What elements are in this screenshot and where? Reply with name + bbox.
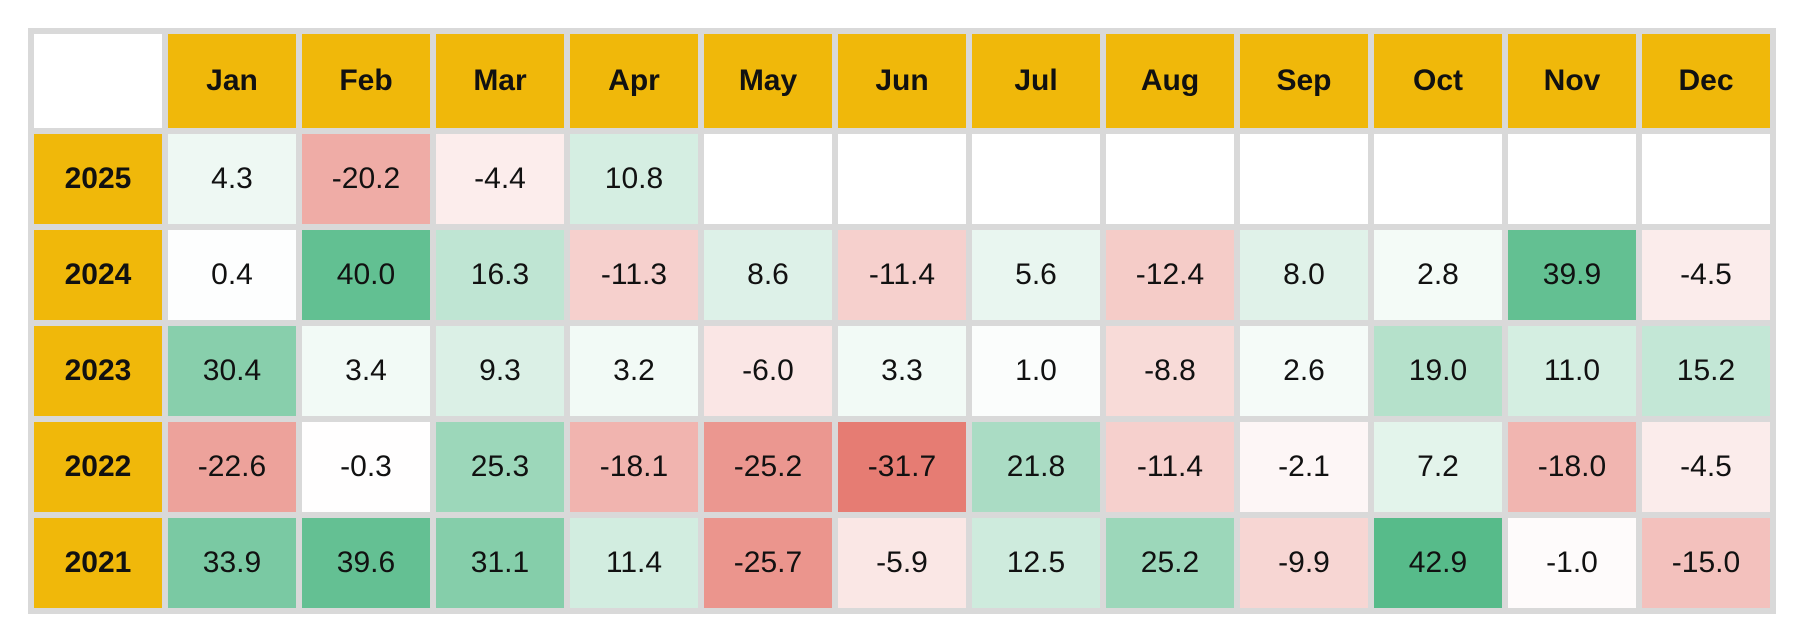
month-header-feb: Feb bbox=[299, 31, 433, 131]
heatmap-cell-2021-sep: -9.9 bbox=[1237, 515, 1371, 611]
heatmap-cell-2023-feb: 3.4 bbox=[299, 323, 433, 419]
year-label-2023: 2023 bbox=[31, 323, 165, 419]
heatmap-cell-2022-sep: -2.1 bbox=[1237, 419, 1371, 515]
heatmap-cell-2024-oct: 2.8 bbox=[1371, 227, 1505, 323]
year-label-2024: 2024 bbox=[31, 227, 165, 323]
heatmap-cell-2025-apr: 10.8 bbox=[567, 131, 701, 227]
month-header-row: Jan Feb Mar Apr May Jun Jul Aug Sep Oct Nov Dec bbox=[31, 31, 1773, 131]
month-header-jun: Jun bbox=[835, 31, 969, 131]
year-row-2023: 2023 30.4 3.4 9.3 3.2 -6.0 3.3 1.0 -8.8 2.6 19.0 11… bbox=[31, 323, 1773, 419]
month-header-jan: Jan bbox=[165, 31, 299, 131]
heatmap-body: 2025 4.3 -20.2 -4.4 10.8 2024 0.4 40.0 16.3 -11.3… bbox=[31, 131, 1773, 611]
heatmap-cell-2021-jun: -5.9 bbox=[835, 515, 969, 611]
heatmap-cell-2022-dec: -4.5 bbox=[1639, 419, 1773, 515]
month-header-nov: Nov bbox=[1505, 31, 1639, 131]
heatmap-cell-2024-aug: -12.4 bbox=[1103, 227, 1237, 323]
heatmap-cell-2024-jun: -11.4 bbox=[835, 227, 969, 323]
month-header-aug: Aug bbox=[1103, 31, 1237, 131]
heatmap-cell-2025-may bbox=[701, 131, 835, 227]
heatmap-cell-2021-apr: 11.4 bbox=[567, 515, 701, 611]
heatmap-cell-2023-jan: 30.4 bbox=[165, 323, 299, 419]
year-row-2025: 2025 4.3 -20.2 -4.4 10.8 bbox=[31, 131, 1773, 227]
heatmap-cell-2024-jan: 0.4 bbox=[165, 227, 299, 323]
heatmap-cell-2022-nov: -18.0 bbox=[1505, 419, 1639, 515]
year-row-2022: 2022 -22.6 -0.3 25.3 -18.1 -25.2 -31.7 21.8 -11.… bbox=[31, 419, 1773, 515]
heatmap-cell-2021-oct: 42.9 bbox=[1371, 515, 1505, 611]
heatmap-cell-2024-apr: -11.3 bbox=[567, 227, 701, 323]
heatmap-cell-2024-jul: 5.6 bbox=[969, 227, 1103, 323]
year-row-2021: 2021 33.9 39.6 31.1 11.4 -25.7 -5.9 12.5 25.2 -9.… bbox=[31, 515, 1773, 611]
heatmap-cell-2022-apr: -18.1 bbox=[567, 419, 701, 515]
heatmap-cell-2021-mar: 31.1 bbox=[433, 515, 567, 611]
heatmap-cell-2023-jul: 1.0 bbox=[969, 323, 1103, 419]
heatmap-cell-2023-apr: 3.2 bbox=[567, 323, 701, 419]
heatmap-cell-2025-oct bbox=[1371, 131, 1505, 227]
heatmap-cell-2022-jun: -31.7 bbox=[835, 419, 969, 515]
heatmap-cell-2022-aug: -11.4 bbox=[1103, 419, 1237, 515]
month-header-oct: Oct bbox=[1371, 31, 1505, 131]
heatmap-cell-2023-oct: 19.0 bbox=[1371, 323, 1505, 419]
heatmap-cell-2021-jan: 33.9 bbox=[165, 515, 299, 611]
year-row-2024: 2024 0.4 40.0 16.3 -11.3 8.6 -11.4 5.6 -12.4 8.0 2… bbox=[31, 227, 1773, 323]
month-header-apr: Apr bbox=[567, 31, 701, 131]
corner-cell bbox=[31, 31, 165, 131]
year-label-2021: 2021 bbox=[31, 515, 165, 611]
heatmap-cell-2023-sep: 2.6 bbox=[1237, 323, 1371, 419]
heatmap-cell-2023-dec: 15.2 bbox=[1639, 323, 1773, 419]
heatmap-cell-2021-dec: -15.0 bbox=[1639, 515, 1773, 611]
month-header-sep: Sep bbox=[1237, 31, 1371, 131]
heatmap-cell-2025-jun bbox=[835, 131, 969, 227]
heatmap-cell-2021-aug: 25.2 bbox=[1103, 515, 1237, 611]
heatmap-cell-2025-feb: -20.2 bbox=[299, 131, 433, 227]
heatmap-cell-2023-nov: 11.0 bbox=[1505, 323, 1639, 419]
heatmap-cell-2024-may: 8.6 bbox=[701, 227, 835, 323]
monthly-returns-heatmap: Jan Feb Mar Apr May Jun Jul Aug Sep Oct Nov Dec 202… bbox=[28, 28, 1776, 614]
heatmap-cell-2024-feb: 40.0 bbox=[299, 227, 433, 323]
heatmap-cell-2024-nov: 39.9 bbox=[1505, 227, 1639, 323]
heatmap-cell-2022-jul: 21.8 bbox=[969, 419, 1103, 515]
heatmap-cell-2024-mar: 16.3 bbox=[433, 227, 567, 323]
heatmap-cell-2024-sep: 8.0 bbox=[1237, 227, 1371, 323]
heatmap-cell-2021-jul: 12.5 bbox=[969, 515, 1103, 611]
year-label-2022: 2022 bbox=[31, 419, 165, 515]
heatmap-cell-2025-sep bbox=[1237, 131, 1371, 227]
month-header-may: May bbox=[701, 31, 835, 131]
heatmap-cell-2025-jan: 4.3 bbox=[165, 131, 299, 227]
heatmap-cell-2025-dec bbox=[1639, 131, 1773, 227]
heatmap-cell-2023-mar: 9.3 bbox=[433, 323, 567, 419]
heatmap-cell-2025-mar: -4.4 bbox=[433, 131, 567, 227]
heatmap-cell-2023-aug: -8.8 bbox=[1103, 323, 1237, 419]
month-header-dec: Dec bbox=[1639, 31, 1773, 131]
heatmap-cell-2022-jan: -22.6 bbox=[165, 419, 299, 515]
heatmap-cell-2021-nov: -1.0 bbox=[1505, 515, 1639, 611]
heatmap-cell-2022-mar: 25.3 bbox=[433, 419, 567, 515]
heatmap-cell-2025-aug bbox=[1103, 131, 1237, 227]
heatmap-cell-2021-may: -25.7 bbox=[701, 515, 835, 611]
heatmap-cell-2022-feb: -0.3 bbox=[299, 419, 433, 515]
heatmap-cell-2023-may: -6.0 bbox=[701, 323, 835, 419]
month-header-jul: Jul bbox=[969, 31, 1103, 131]
heatmap-cell-2022-oct: 7.2 bbox=[1371, 419, 1505, 515]
heatmap-cell-2024-dec: -4.5 bbox=[1639, 227, 1773, 323]
heatmap-cell-2021-feb: 39.6 bbox=[299, 515, 433, 611]
heatmap-cell-2023-jun: 3.3 bbox=[835, 323, 969, 419]
year-label-2025: 2025 bbox=[31, 131, 165, 227]
heatmap-cell-2022-may: -25.2 bbox=[701, 419, 835, 515]
month-header-mar: Mar bbox=[433, 31, 567, 131]
heatmap-cell-2025-nov bbox=[1505, 131, 1639, 227]
heatmap-cell-2025-jul bbox=[969, 131, 1103, 227]
